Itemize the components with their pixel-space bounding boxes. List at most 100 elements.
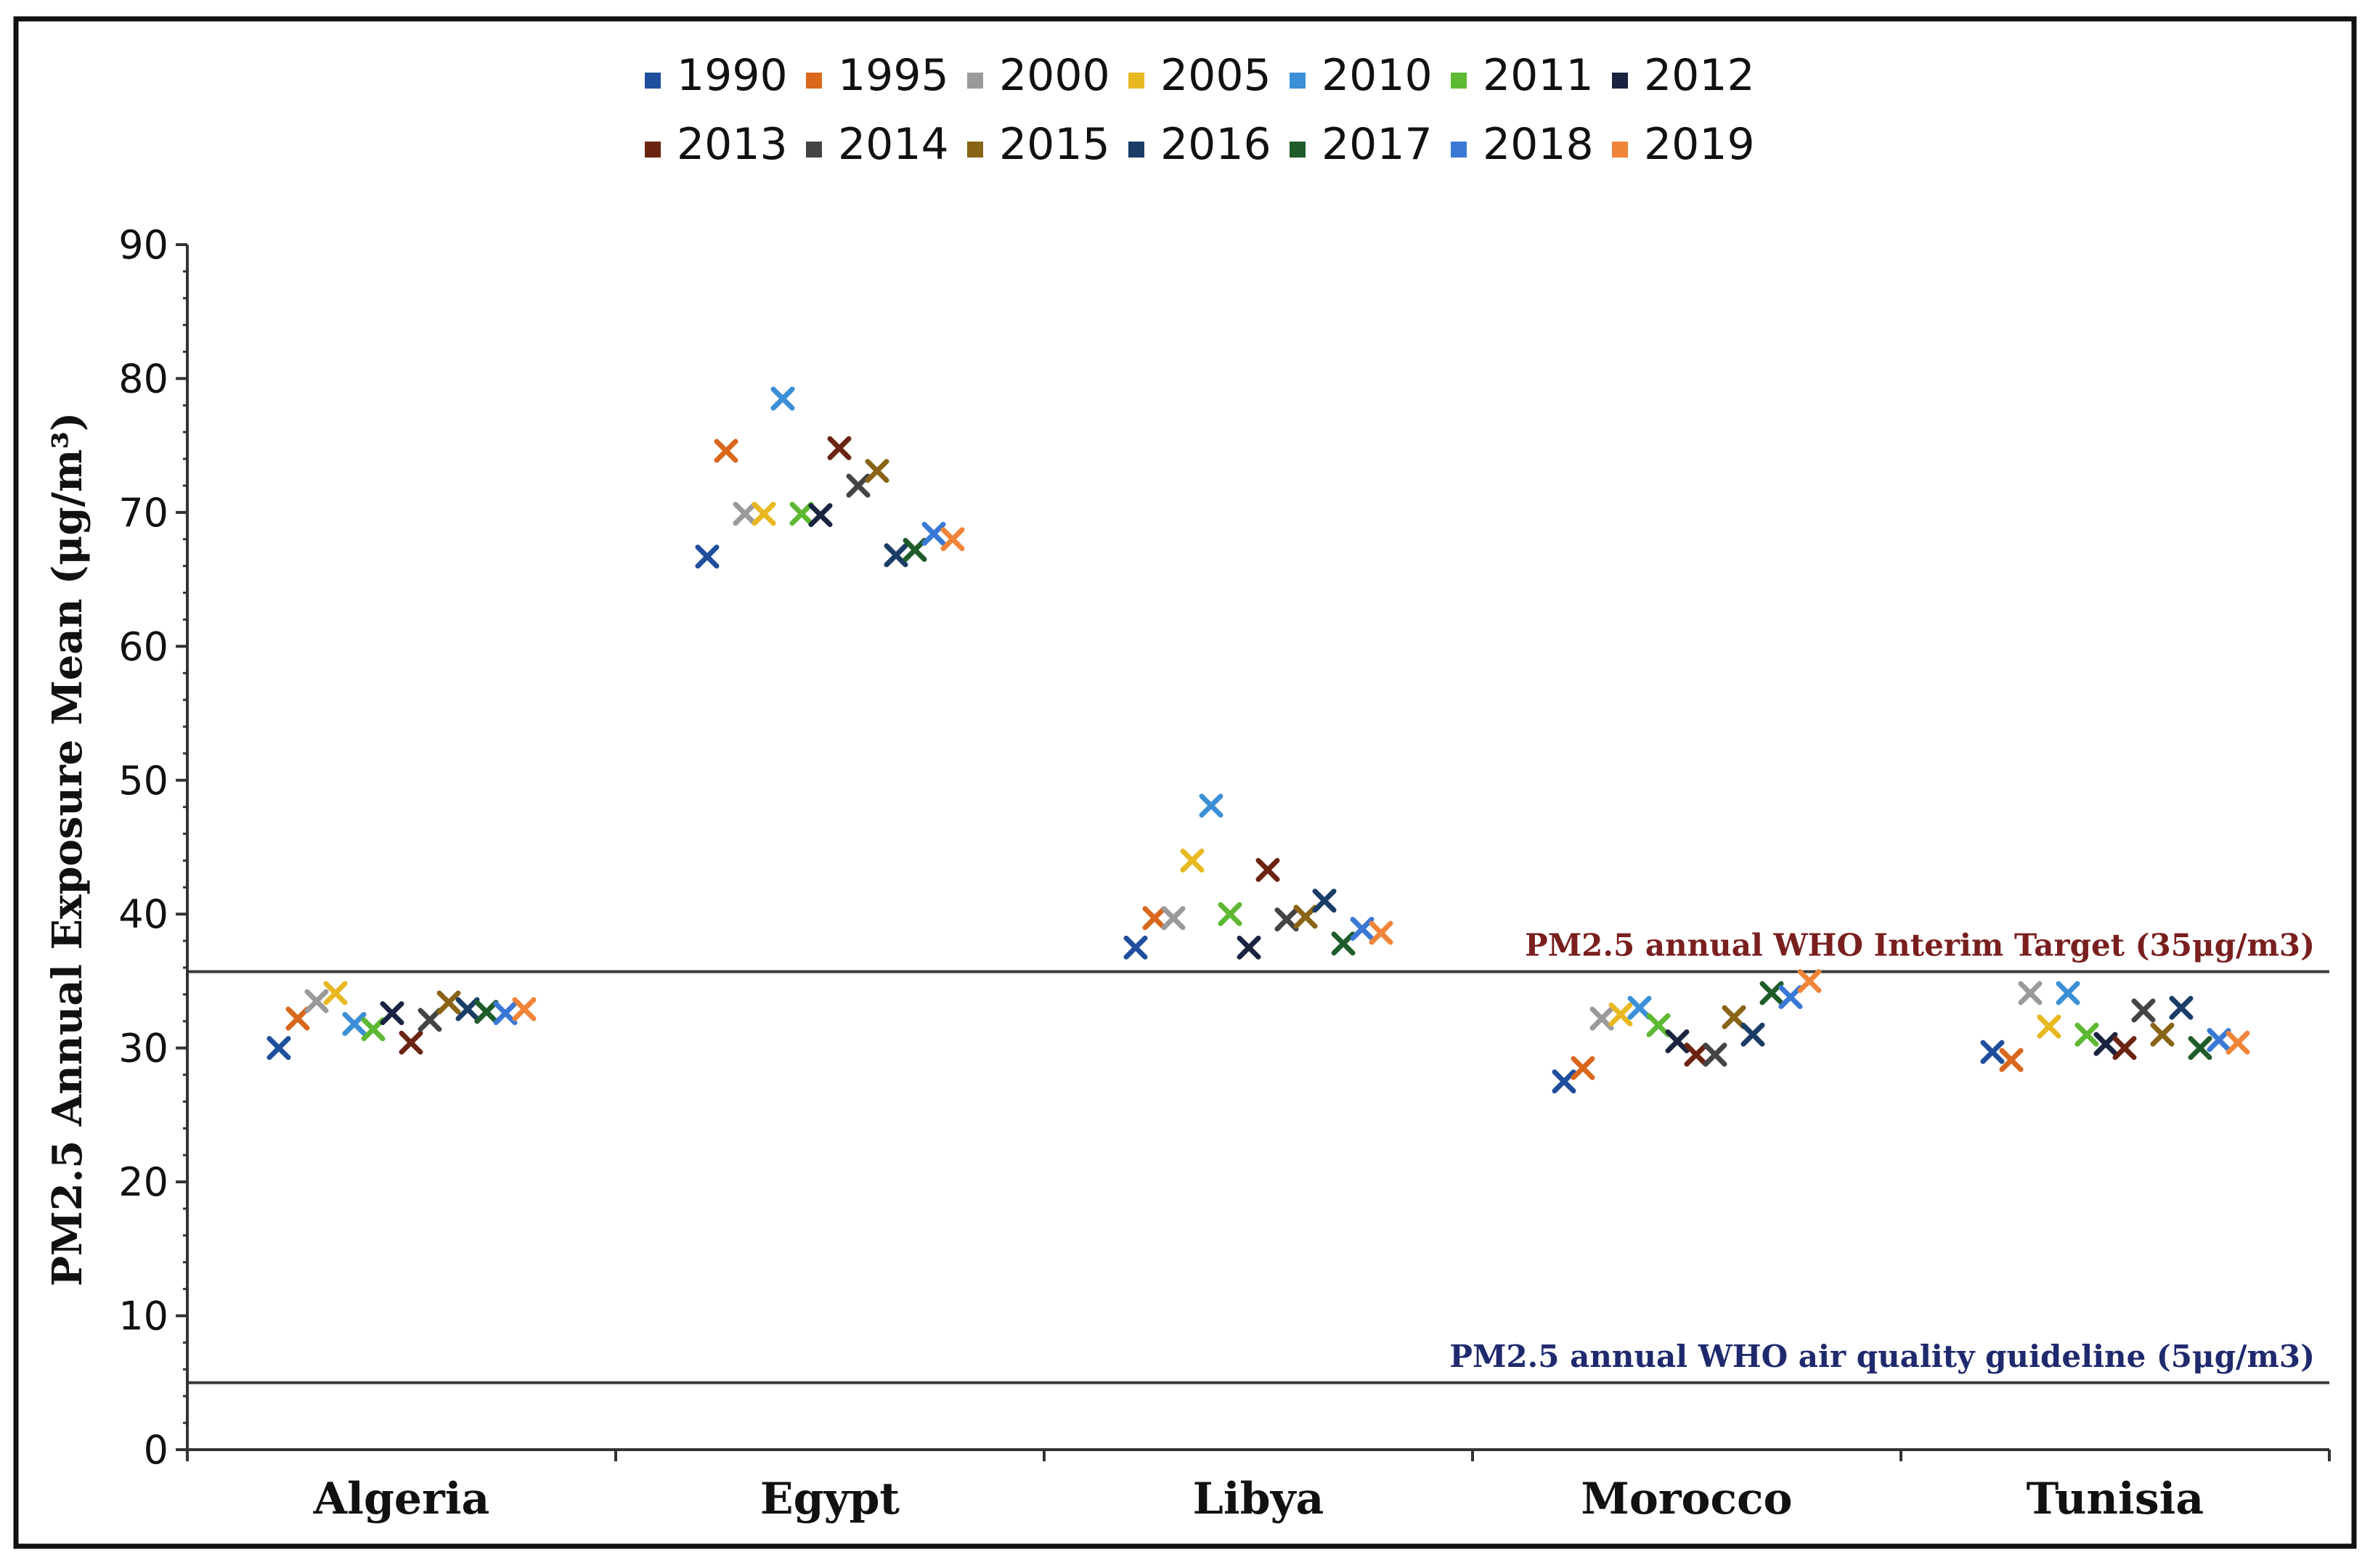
y-tick-label: 80	[118, 356, 168, 401]
data-point	[1740, 1022, 1765, 1047]
y-tick-label: 70	[118, 490, 168, 536]
reference-line: PM2.5 annual WHO Interim Target (35μg/m3…	[187, 928, 2329, 973]
reference-lines: PM2.5 annual WHO Interim Target (35μg/m3…	[187, 928, 2329, 1384]
data-point	[2226, 1030, 2250, 1055]
data-point	[399, 1030, 423, 1055]
x-category-label: Egypt	[760, 1474, 900, 1524]
legend-item: 2005	[1128, 50, 1271, 101]
legend: 1990 1995 2000 2005 2010 2011 2012 2013 2014 2015…	[645, 50, 1755, 170]
data-point	[1797, 968, 1822, 993]
data-point	[512, 997, 537, 1021]
data-point	[2150, 1022, 2175, 1047]
data-point	[1778, 985, 1803, 1010]
data-point	[1123, 935, 1148, 960]
data-point	[752, 502, 776, 526]
x-category-label: Libya	[1193, 1474, 1324, 1524]
data-point	[266, 1036, 291, 1061]
legend-label: 2018	[1483, 119, 1594, 170]
legend-item: 2018	[1451, 119, 1594, 170]
y-axis: 0 10 20 30 40 50 60 70 80 90	[118, 222, 189, 1473]
data-point	[714, 438, 738, 463]
data-point	[285, 1006, 310, 1031]
data-point	[1608, 1003, 1633, 1027]
legend-swatch	[1612, 142, 1628, 158]
legend-label: 2014	[838, 119, 949, 170]
data-point	[1218, 902, 1242, 926]
legend-label: 2000	[999, 50, 1110, 101]
data-point	[2169, 995, 2194, 1020]
y-tick-label: 40	[118, 891, 168, 937]
legend-item: 2013	[645, 119, 788, 170]
legend-swatch	[967, 142, 983, 158]
data-point	[1293, 905, 1318, 929]
data-point	[1999, 1048, 2024, 1072]
data-point	[2131, 998, 2156, 1023]
data-point	[474, 1000, 499, 1024]
data-point	[380, 1001, 404, 1026]
data-point	[733, 502, 757, 526]
data-point	[2112, 1036, 2137, 1061]
legend-item: 2000	[967, 50, 1110, 101]
data-point	[865, 459, 889, 483]
data-point	[323, 981, 348, 1005]
legend-label: 2011	[1483, 50, 1594, 101]
data-point	[1161, 906, 1186, 931]
data-point	[789, 502, 814, 526]
legend-label: 1995	[838, 50, 949, 101]
y-tick-label: 10	[118, 1294, 168, 1339]
legend-swatch	[1451, 73, 1467, 89]
legend-item: 1995	[806, 50, 949, 101]
data-point	[493, 1001, 518, 1026]
legend-item: 2019	[1612, 119, 1755, 170]
data-point	[1142, 906, 1167, 931]
data-point	[1180, 848, 1205, 873]
data-point	[2093, 1032, 2118, 1056]
data-point	[1237, 935, 1261, 960]
y-tick-label: 0	[144, 1427, 168, 1473]
data-point	[2207, 1028, 2231, 1053]
y-axis-title: PM2.5 Annual Exposure Mean (μg/m³)	[44, 412, 91, 1287]
legend-label: 2013	[677, 119, 788, 170]
data-point	[1646, 1013, 1671, 1037]
x-category-label: Algeria	[313, 1474, 490, 1524]
data-point	[455, 997, 480, 1021]
legend-label: 2017	[1322, 119, 1433, 170]
y-tick-label: 20	[118, 1159, 168, 1205]
data-point	[2037, 1014, 2061, 1039]
data-point	[304, 989, 329, 1013]
legend-label: 2019	[1644, 119, 1755, 170]
legend-label: 2010	[1322, 50, 1433, 101]
data-point	[1759, 981, 1784, 1005]
legend-label: 2005	[1160, 50, 1271, 101]
data-point	[846, 473, 871, 498]
legend-item: 2012	[1612, 50, 1755, 101]
data-point	[1199, 793, 1223, 818]
x-axis: Algeria Egypt Libya Morocco Tunisia	[186, 1448, 2331, 1524]
data-point	[827, 436, 852, 460]
data-point	[342, 1011, 367, 1036]
legend-swatch	[1451, 142, 1467, 158]
data-point	[808, 503, 833, 528]
data-point	[1369, 920, 1393, 945]
legend-swatch	[645, 142, 661, 158]
data-point	[2018, 981, 2043, 1005]
data-points	[266, 386, 2250, 1094]
legend-label: 2015	[999, 119, 1110, 170]
legend-swatch	[1128, 142, 1144, 158]
data-point	[770, 386, 795, 411]
legend-item: 1990	[645, 50, 788, 101]
data-point	[1703, 1042, 1727, 1067]
reference-line: PM2.5 annual WHO air quality guideline (…	[187, 1339, 2329, 1384]
legend-label: 1990	[677, 50, 788, 101]
data-point	[1980, 1040, 2005, 1064]
data-point	[695, 544, 720, 569]
data-point	[1552, 1069, 1576, 1094]
data-point	[2074, 1022, 2099, 1047]
x-category-label: Morocco	[1581, 1474, 1792, 1524]
y-tick-label: 30	[118, 1026, 168, 1071]
legend-item: 2014	[806, 119, 949, 170]
legend-swatch	[806, 73, 822, 89]
legend-label: 2016	[1160, 119, 1271, 170]
data-point	[940, 527, 965, 552]
